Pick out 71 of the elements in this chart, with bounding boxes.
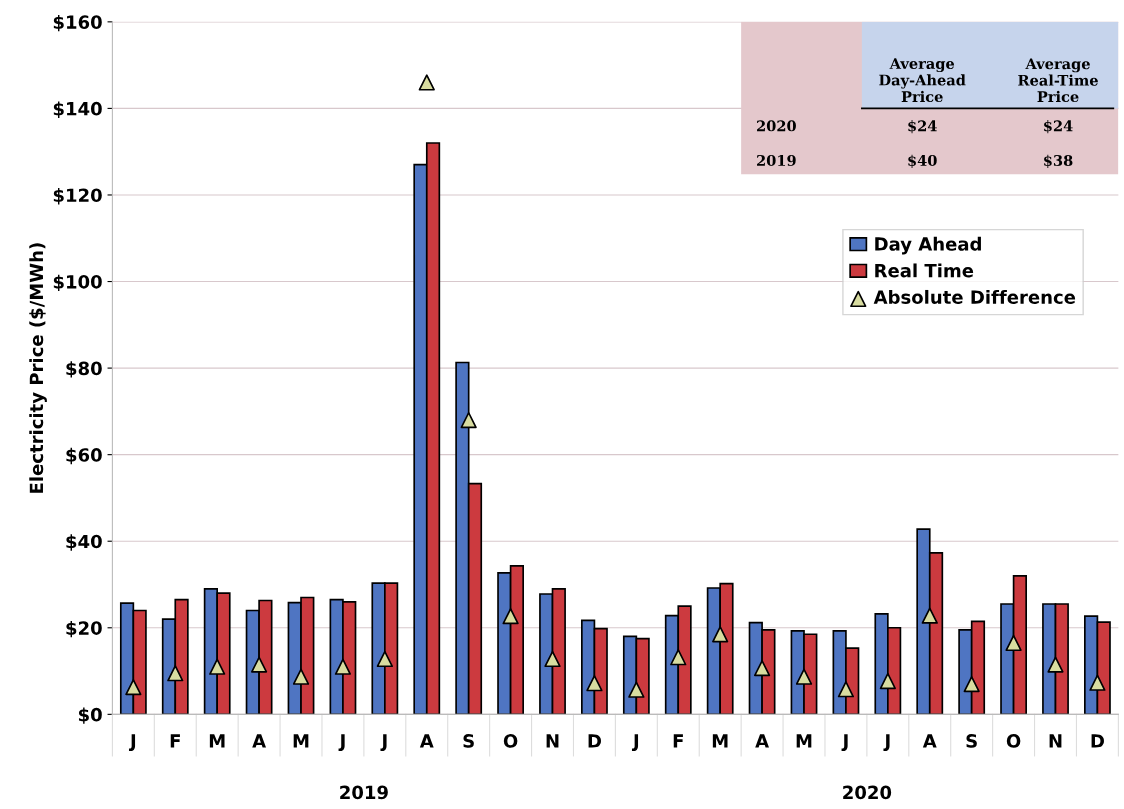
point bbox=[879, 672, 896, 690]
y-tick-label: $40 bbox=[66, 534, 102, 551]
legend-label: Real Time bbox=[875, 263, 974, 278]
x-tick-label: A bbox=[922, 734, 937, 748]
legend-label: Absolute Difference bbox=[873, 289, 1076, 304]
y-tick-label: $60 bbox=[66, 447, 102, 465]
text: 2020 bbox=[843, 785, 892, 800]
point bbox=[1047, 656, 1064, 673]
annotation: $40 bbox=[908, 154, 937, 168]
x-tick-label: M bbox=[796, 734, 812, 748]
text: 2019 bbox=[340, 785, 388, 800]
y-tick-label: $100 bbox=[53, 274, 102, 292]
point bbox=[418, 74, 435, 91]
point bbox=[628, 681, 645, 698]
x-tick-label: F bbox=[673, 734, 683, 748]
point bbox=[670, 649, 687, 666]
annotation: $24 bbox=[908, 120, 937, 134]
x-tick-label: N bbox=[1049, 734, 1062, 748]
annotation: $24 bbox=[1044, 120, 1073, 134]
y-tick-label: $80 bbox=[66, 361, 102, 378]
y-tick-label: $0 bbox=[78, 707, 102, 724]
x-tick-label: O bbox=[503, 734, 518, 748]
annotation: 2019 bbox=[757, 154, 796, 166]
x-tick-label: J bbox=[380, 734, 387, 752]
x-tick-label: A bbox=[252, 734, 266, 748]
annotation: 2020 bbox=[757, 120, 796, 132]
x-tick-label: F bbox=[170, 734, 180, 748]
x-tick-label: D bbox=[1091, 734, 1104, 748]
point bbox=[795, 668, 813, 685]
annotation: Average Real-Time Price bbox=[1018, 58, 1098, 103]
x-tick-label: J bbox=[631, 734, 639, 752]
point bbox=[544, 650, 561, 668]
point bbox=[125, 678, 142, 696]
y-tick-label: $140 bbox=[53, 101, 102, 118]
annotation: Average Day-Ahead Price bbox=[879, 58, 966, 103]
point bbox=[460, 411, 477, 429]
point bbox=[921, 607, 938, 624]
point bbox=[292, 668, 310, 685]
x-tick-label: J bbox=[338, 734, 345, 752]
x-tick-label: N bbox=[546, 734, 559, 748]
point bbox=[250, 656, 268, 673]
point bbox=[1089, 674, 1106, 691]
point bbox=[837, 681, 855, 698]
x-tick-label: D bbox=[588, 734, 601, 748]
legend-label: Day Ahead bbox=[875, 236, 981, 255]
point bbox=[963, 675, 980, 693]
x-tick-label: A bbox=[755, 734, 769, 748]
y-tick-label: $20 bbox=[66, 620, 102, 638]
x-tick-label: M bbox=[712, 734, 728, 748]
y-axis-title: Electricity Price ($/MWh) bbox=[29, 243, 47, 493]
x-tick-label: S bbox=[966, 734, 977, 748]
point bbox=[586, 675, 603, 692]
x-tick-label: M bbox=[209, 734, 225, 748]
x-tick-label: J bbox=[128, 734, 136, 752]
x-tick-label: M bbox=[293, 734, 309, 748]
point bbox=[502, 607, 519, 625]
point bbox=[376, 650, 393, 668]
point bbox=[712, 626, 729, 643]
annotation: $38 bbox=[1044, 154, 1073, 168]
x-tick-label: A bbox=[419, 734, 434, 748]
point bbox=[753, 659, 771, 677]
x-tick-label: J bbox=[883, 734, 890, 752]
point bbox=[167, 665, 184, 682]
point bbox=[1005, 634, 1022, 652]
x-tick-label: O bbox=[1006, 734, 1021, 748]
point bbox=[209, 658, 226, 675]
y-tick-label: $160 bbox=[53, 14, 102, 32]
x-tick-label: S bbox=[463, 734, 474, 748]
x-tick-label: J bbox=[841, 734, 848, 752]
point bbox=[334, 658, 352, 675]
y-tick-label: $120 bbox=[53, 188, 102, 205]
